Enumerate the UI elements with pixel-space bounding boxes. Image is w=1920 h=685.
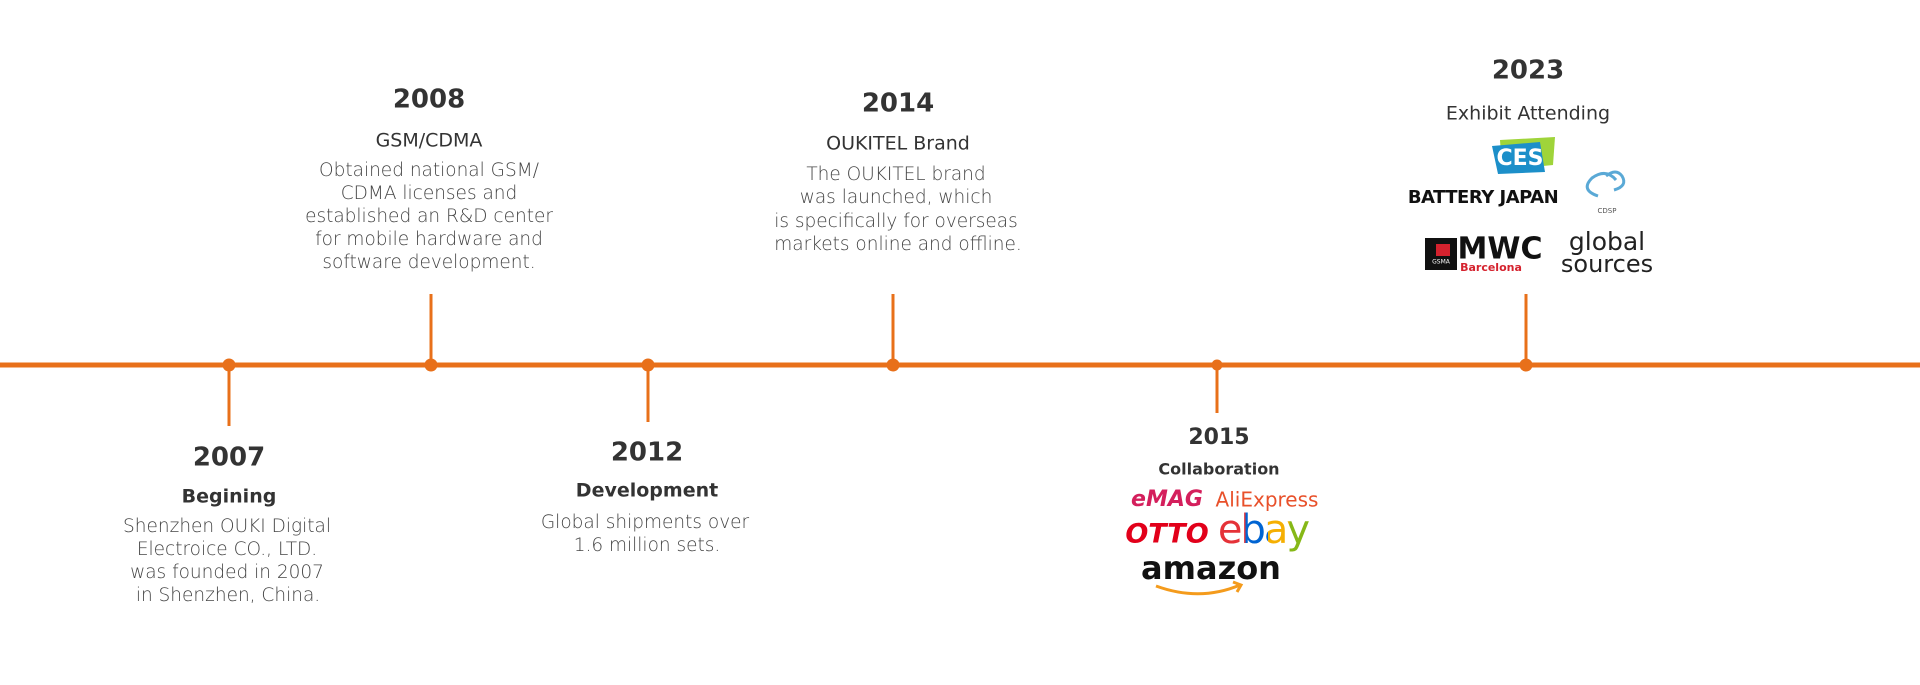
description-line: was founded in 2007 bbox=[130, 562, 324, 583]
year: 2007 bbox=[193, 443, 265, 473]
dot bbox=[641, 358, 655, 372]
description-line: was launched, which bbox=[800, 187, 993, 208]
dot bbox=[1519, 358, 1533, 372]
amazon-smile bbox=[1155, 580, 1244, 596]
logo-sources: sources bbox=[1561, 250, 1653, 278]
description-line: for mobile hardware and bbox=[315, 229, 543, 250]
dot bbox=[886, 358, 900, 372]
description-line: established an R&D center bbox=[305, 206, 553, 227]
cdsp-swirl bbox=[1585, 170, 1626, 198]
logo-amazon: amazon bbox=[1141, 549, 1281, 587]
description-line: The OUKITEL brand bbox=[806, 164, 985, 185]
description-line: markets online and offline. bbox=[774, 234, 1022, 255]
year: 2012 bbox=[611, 438, 683, 468]
logo-global: global bbox=[1569, 227, 1645, 256]
description-line: Global shipments over bbox=[541, 512, 750, 533]
logo-otto: OTTO bbox=[1125, 519, 1208, 550]
milestone-title: Exhibit Attending bbox=[1446, 103, 1610, 125]
logo-cdsp: CDSP bbox=[1598, 207, 1617, 215]
logo-barcelona: Barcelona bbox=[1460, 261, 1522, 274]
milestone-title: Collaboration bbox=[1158, 460, 1279, 479]
dot bbox=[222, 358, 236, 372]
logo-mwc: MWC bbox=[1458, 232, 1543, 267]
milestone-title: Development bbox=[576, 480, 718, 502]
year: 2014 bbox=[862, 89, 934, 119]
description-line: Electroice CO., LTD. bbox=[137, 539, 317, 560]
logo-aliexpress: AliExpress bbox=[1216, 488, 1319, 512]
logo-battery-japan: BATTERY JAPAN bbox=[1408, 187, 1558, 208]
logo-gsma: GSMA bbox=[1432, 259, 1451, 266]
gsma-grid bbox=[1436, 244, 1450, 256]
dot bbox=[1211, 359, 1223, 371]
logo-ces: CES bbox=[1496, 146, 1543, 171]
logo-emag: eMAG bbox=[1131, 487, 1203, 512]
description-line: 1.6 million sets. bbox=[574, 535, 721, 556]
logo-ebay: ebay bbox=[1218, 507, 1310, 553]
year: 2015 bbox=[1188, 425, 1249, 450]
dot bbox=[424, 358, 438, 372]
description-line: in Shenzhen, China. bbox=[136, 585, 320, 606]
description-line: is specifically for overseas bbox=[774, 211, 1018, 232]
year: 2023 bbox=[1492, 56, 1564, 86]
description-line: CDMA licenses and bbox=[341, 183, 518, 204]
description-line: Obtained national GSM/ bbox=[319, 160, 539, 181]
ces-box bbox=[1492, 142, 1545, 174]
milestone-title: GSM/CDMA bbox=[376, 130, 483, 152]
description-line: Shenzhen OUKI Digital bbox=[123, 516, 331, 537]
milestone-title: OUKITEL Brand bbox=[826, 133, 970, 155]
milestone-title: Begining bbox=[182, 486, 277, 508]
description-line: software development. bbox=[322, 252, 535, 273]
year: 2008 bbox=[393, 85, 465, 115]
